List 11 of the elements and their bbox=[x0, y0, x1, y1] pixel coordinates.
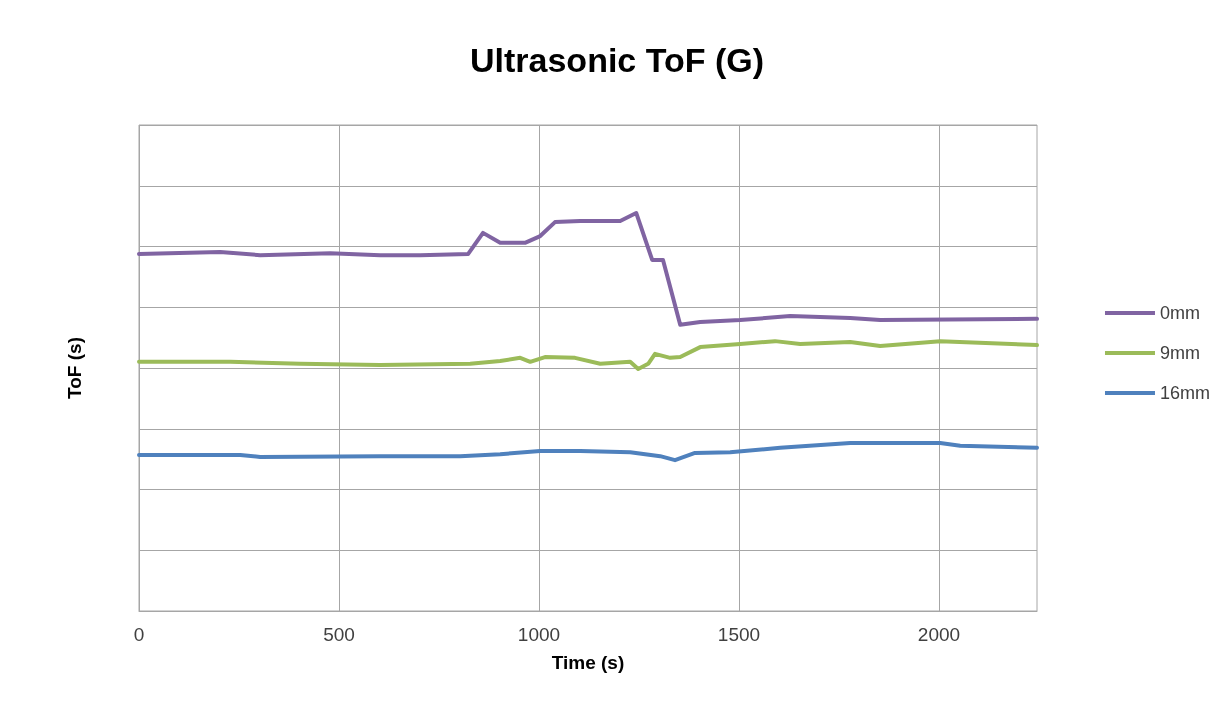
legend-label: 0mm bbox=[1159, 303, 1200, 323]
y-axis-title: ToF (s) bbox=[64, 337, 85, 399]
x-axis-title: Time (s) bbox=[551, 652, 625, 673]
x-tick-label: 0 bbox=[133, 624, 145, 645]
x-tick-label: 2000 bbox=[917, 624, 961, 645]
legend-label: 16mm bbox=[1159, 383, 1211, 403]
chart-title: Ultrasonic ToF (G) bbox=[469, 41, 765, 79]
legend-label: 9mm bbox=[1159, 343, 1200, 363]
x-tick-label: 500 bbox=[323, 624, 355, 645]
x-tick-label: 1500 bbox=[717, 624, 761, 645]
x-tick-label: 1000 bbox=[517, 624, 561, 645]
